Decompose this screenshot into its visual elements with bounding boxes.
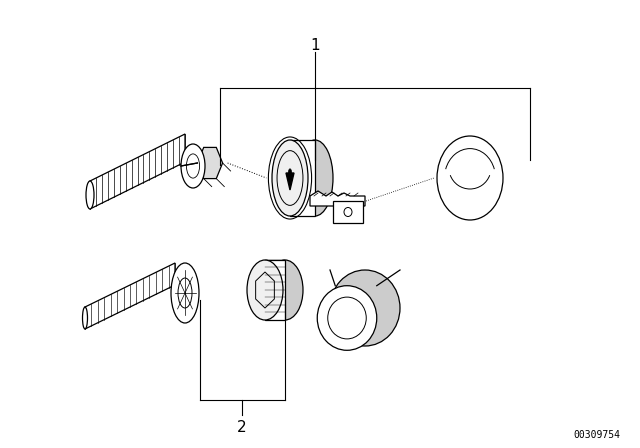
Text: 2: 2 bbox=[237, 420, 247, 435]
Ellipse shape bbox=[247, 260, 283, 320]
Ellipse shape bbox=[317, 286, 377, 350]
Ellipse shape bbox=[289, 169, 292, 177]
Text: 00309754: 00309754 bbox=[573, 430, 620, 440]
Ellipse shape bbox=[86, 181, 94, 209]
Ellipse shape bbox=[297, 140, 333, 216]
Polygon shape bbox=[265, 260, 285, 320]
Polygon shape bbox=[310, 191, 365, 206]
Polygon shape bbox=[85, 263, 175, 329]
Ellipse shape bbox=[83, 307, 88, 329]
Polygon shape bbox=[197, 147, 223, 179]
Ellipse shape bbox=[267, 260, 303, 320]
Polygon shape bbox=[90, 134, 185, 209]
Text: 1: 1 bbox=[310, 38, 320, 53]
Ellipse shape bbox=[272, 140, 308, 216]
Polygon shape bbox=[286, 173, 294, 190]
Ellipse shape bbox=[330, 270, 400, 346]
Ellipse shape bbox=[437, 136, 503, 220]
Ellipse shape bbox=[181, 144, 205, 188]
Ellipse shape bbox=[171, 263, 199, 323]
Polygon shape bbox=[290, 140, 315, 216]
Bar bbox=[333, 201, 363, 223]
